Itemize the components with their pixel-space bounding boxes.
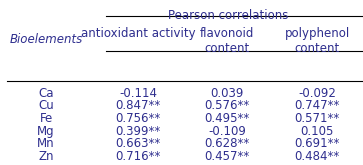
- Text: -0.114: -0.114: [119, 87, 157, 100]
- Text: 0.571**: 0.571**: [295, 112, 340, 125]
- Text: 0.495**: 0.495**: [204, 112, 249, 125]
- Text: 0.105: 0.105: [301, 125, 334, 138]
- Text: polyphenol
content: polyphenol content: [285, 27, 350, 55]
- Text: Ca: Ca: [38, 87, 54, 100]
- Text: 0.457**: 0.457**: [204, 150, 249, 163]
- Text: 0.399**: 0.399**: [116, 125, 161, 138]
- Text: 0.716**: 0.716**: [115, 150, 161, 163]
- Text: Cu: Cu: [38, 99, 54, 112]
- Text: 0.663**: 0.663**: [116, 137, 161, 150]
- Text: Mn: Mn: [37, 137, 55, 150]
- Text: Zn: Zn: [38, 150, 54, 163]
- Text: -0.092: -0.092: [298, 87, 336, 100]
- Text: 0.484**: 0.484**: [295, 150, 340, 163]
- Text: 0.691**: 0.691**: [295, 137, 340, 150]
- Text: antioxidant activity: antioxidant activity: [81, 27, 196, 40]
- Text: Bioelements: Bioelements: [9, 33, 83, 46]
- Text: 0.628**: 0.628**: [204, 137, 249, 150]
- Text: -0.109: -0.109: [208, 125, 246, 138]
- Text: Fe: Fe: [40, 112, 53, 125]
- Text: 0.747**: 0.747**: [295, 99, 340, 112]
- Text: flavonoid
content: flavonoid content: [200, 27, 254, 55]
- Text: 0.039: 0.039: [210, 87, 244, 100]
- Text: 0.847**: 0.847**: [116, 99, 161, 112]
- Text: 0.576**: 0.576**: [204, 99, 249, 112]
- Text: 0.756**: 0.756**: [116, 112, 161, 125]
- Text: Pearson correlations: Pearson correlations: [168, 9, 288, 22]
- Text: Mg: Mg: [37, 125, 55, 138]
